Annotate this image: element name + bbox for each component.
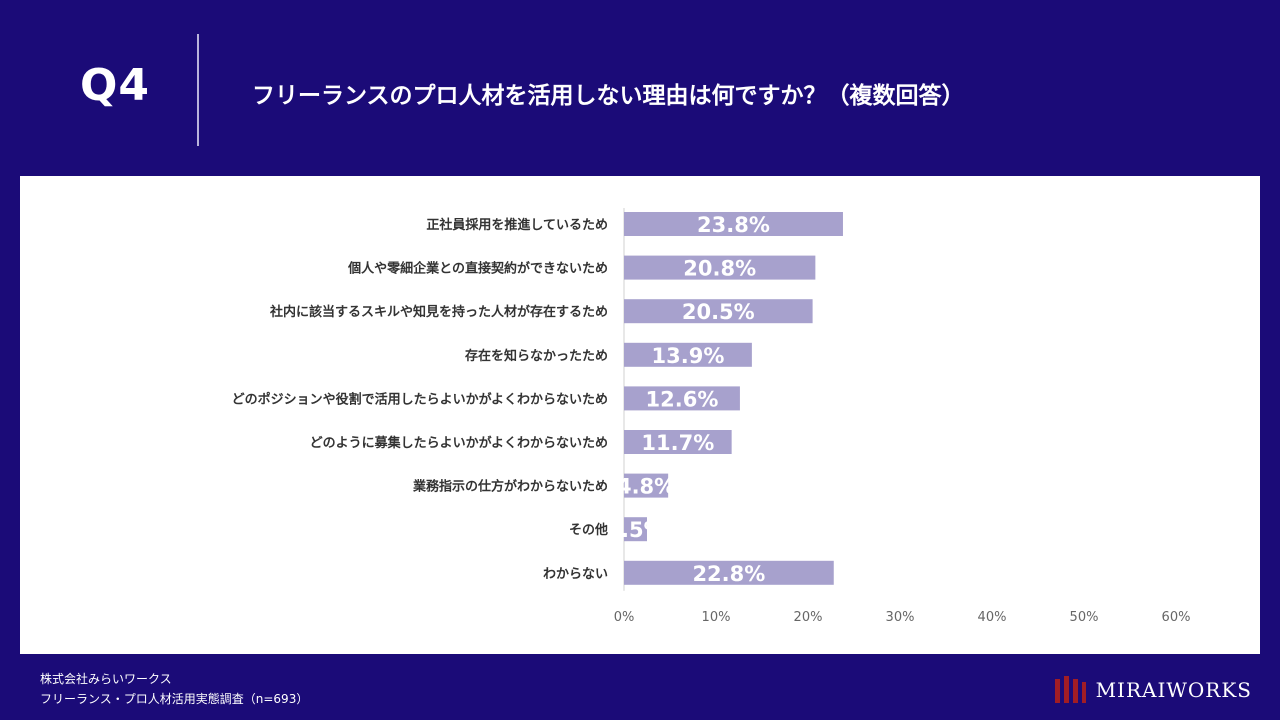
data-label: 4.8% <box>617 475 675 499</box>
bar <box>624 473 669 498</box>
category-label: 存在を知らなかったため <box>465 348 608 364</box>
bar <box>624 517 647 542</box>
x-tick-label: 30% <box>886 610 915 625</box>
bar <box>624 342 752 367</box>
bar <box>624 299 813 324</box>
data-label: 11.7% <box>641 431 714 455</box>
source-company: 株式会社みらいワークス <box>40 672 172 686</box>
source-survey: フリーランス・プロ人材活用実態調査（n=693） <box>40 692 309 706</box>
category-label: 正社員採用を推進しているため <box>426 217 608 233</box>
chart-panel: 正社員採用を推進しているため 23.8% 個人や零細企業との直接契約ができないため 2… <box>20 176 1260 654</box>
x-tick-label: 60% <box>1162 610 1191 625</box>
category-label: 社内に該当するスキルや知見を持った人材が存在するため <box>269 304 608 320</box>
logo-text: MIRAIWORKS <box>1095 678 1252 702</box>
bar <box>624 386 740 411</box>
bar-chart: 正社員採用を推進しているため 23.8% 個人や零細企業との直接契約ができないため 2… <box>232 208 1191 625</box>
data-label: 20.8% <box>683 257 756 281</box>
data-label: 12.6% <box>646 387 719 411</box>
bar <box>624 212 843 236</box>
bar <box>624 560 834 585</box>
data-label: 22.8% <box>692 562 765 586</box>
logo-mark-icon <box>1054 676 1086 703</box>
category-label: その他 <box>569 522 608 538</box>
category-label: 業務指示の仕方がわからないため <box>412 479 608 495</box>
category-label: どのポジションや役割で活用したらよいかがよくわからないため <box>232 391 608 407</box>
chart-title: フリーランスのプロ人材を活用しない理由は何ですか？（複数回答） <box>252 83 965 109</box>
category-label: どのように募集したらよいかがよくわからないため <box>310 435 608 451</box>
header-divider <box>197 34 199 146</box>
x-tick-label: 0% <box>614 610 635 625</box>
x-tick-label: 50% <box>1070 610 1099 625</box>
data-label: 13.9% <box>652 344 725 368</box>
company-logo: MIRAIWORKS <box>1054 674 1252 706</box>
bar <box>624 430 732 454</box>
data-label: 20.5% <box>682 300 755 324</box>
data-label: 2.5% <box>606 518 664 542</box>
x-tick-label: 10% <box>702 610 731 625</box>
x-tick-label: 20% <box>794 610 823 625</box>
bar <box>624 255 816 280</box>
x-tick-label: 40% <box>978 610 1007 625</box>
category-label: わからない <box>543 567 608 582</box>
question-number: Q4 <box>80 60 151 111</box>
category-label: 個人や零細企業との直接契約ができないため <box>347 261 608 277</box>
data-label: 23.8% <box>697 213 770 237</box>
